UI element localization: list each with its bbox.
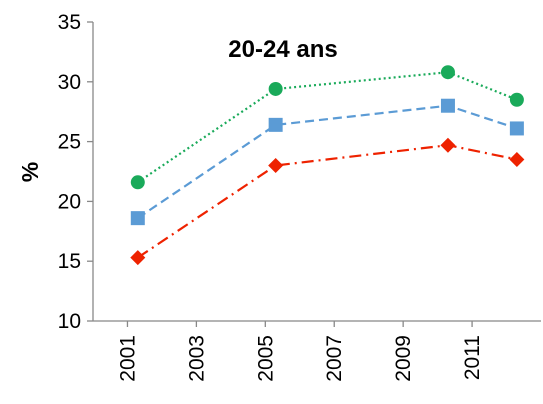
series-1 (130, 65, 524, 190)
y-axis-ticks: 10 15 20 25 30 35 (58, 11, 93, 333)
data-point-square (268, 117, 283, 132)
x-tick-label: 2003 (185, 335, 208, 382)
series-line (137, 144, 518, 259)
chart-title: 20-24 ans (228, 36, 337, 63)
data-point-circle (268, 81, 283, 96)
y-tick-label: 30 (58, 71, 81, 94)
data-point-circle (440, 65, 455, 80)
data-point-diamond (440, 137, 456, 153)
y-tick-label: 15 (58, 250, 81, 273)
data-point-diamond (130, 250, 146, 266)
series-3 (130, 137, 525, 266)
data-point-diamond (509, 152, 525, 168)
data-point-circle (509, 92, 524, 107)
series-line (137, 71, 518, 184)
y-tick-label: 10 (58, 310, 81, 333)
data-point-circle (130, 175, 145, 190)
data-point-square (440, 98, 455, 113)
y-tick-label: 20 (58, 190, 81, 213)
data-point-square (509, 121, 524, 136)
x-tick-label: 2011 (461, 335, 484, 380)
series-2 (130, 98, 524, 226)
axes (92, 22, 541, 322)
x-tick-label: 2007 (323, 335, 346, 382)
data-point-square (130, 211, 145, 226)
series-line (137, 104, 518, 220)
data-point-diamond (268, 158, 284, 174)
y-tick-label: 25 (58, 131, 81, 154)
x-axis-ticks: 2001 2003 2005 2007 2009 2011 (116, 321, 484, 382)
x-tick-label: 2009 (392, 335, 415, 382)
x-tick-label: 2001 (116, 335, 139, 382)
x-tick-label: 2005 (254, 335, 277, 382)
y-axis-title: % (17, 162, 43, 182)
y-tick-label: 35 (58, 11, 81, 34)
series-group (130, 65, 525, 266)
